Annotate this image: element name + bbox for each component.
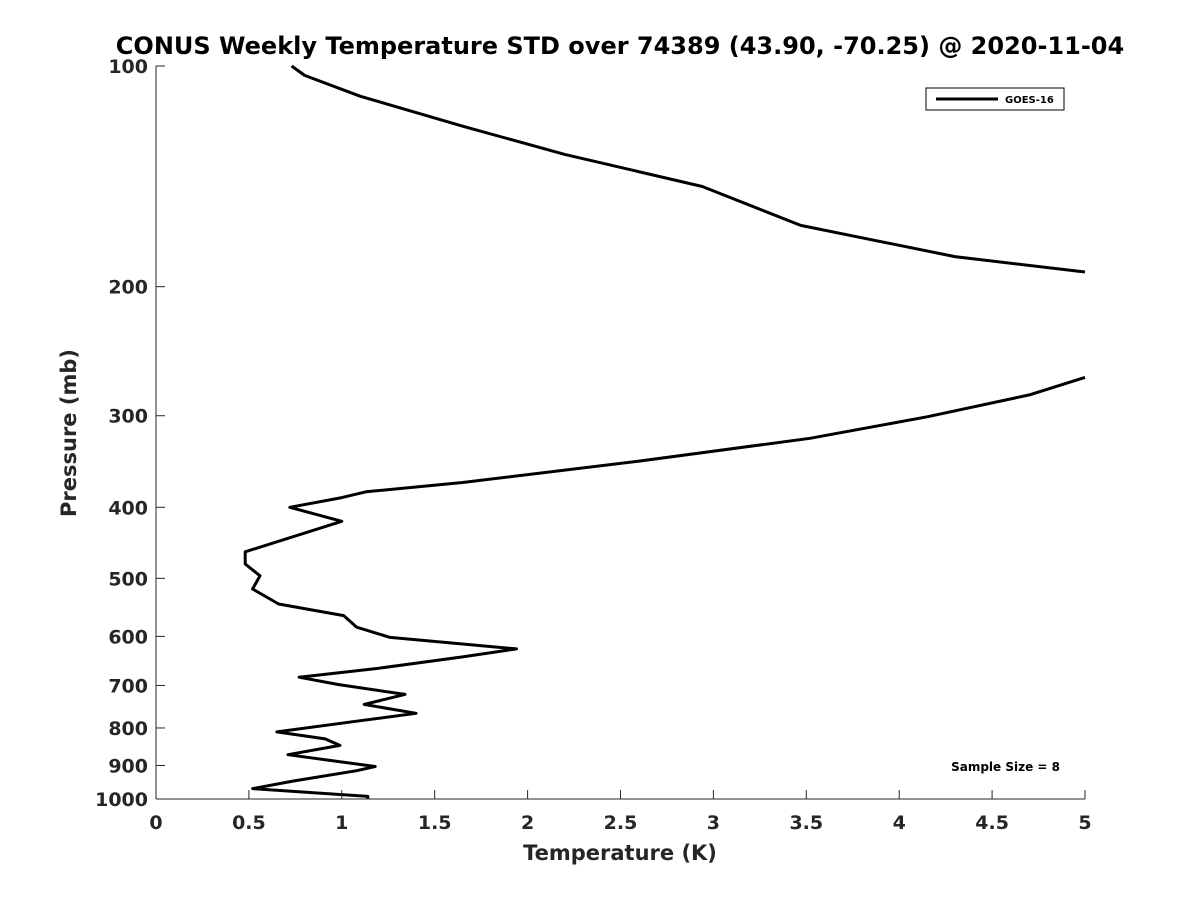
x-axis-label: Temperature (K) bbox=[523, 841, 717, 865]
x-axis: 0 0.5 1 1.5 2 2.5 3 3.5 4 4.5 5 bbox=[149, 790, 1092, 834]
series-line bbox=[243, 375, 1086, 799]
x-tick-label: 1 bbox=[335, 812, 348, 834]
y-axis: 100 200 300 400 500 600 700 800 900 1000 bbox=[95, 56, 165, 811]
y-tick-label: 300 bbox=[108, 406, 148, 428]
y-tick-label: 600 bbox=[108, 626, 148, 648]
plot-area bbox=[243, 64, 1086, 799]
y-axis-label: Pressure (mb) bbox=[57, 349, 81, 517]
y-tick-label: 400 bbox=[108, 497, 148, 519]
x-tick-label: 4.5 bbox=[975, 812, 1009, 834]
x-tick-label: 2.5 bbox=[604, 812, 638, 834]
legend-label: GOES-16 bbox=[1005, 95, 1054, 106]
x-tick-label: 3.5 bbox=[789, 812, 823, 834]
x-tick-label: 0 bbox=[149, 812, 162, 834]
x-tick-label: 3 bbox=[707, 812, 720, 834]
x-tick-label: 0.5 bbox=[232, 812, 266, 834]
x-tick-label: 4 bbox=[893, 812, 906, 834]
x-tick-label: 5 bbox=[1078, 812, 1091, 834]
y-tick-label: 700 bbox=[108, 675, 148, 697]
x-tick-label: 1.5 bbox=[418, 812, 452, 834]
y-tick-label: 100 bbox=[108, 56, 148, 78]
sample-size-annotation: Sample Size = 8 bbox=[951, 760, 1060, 774]
y-tick-label: 1000 bbox=[95, 789, 148, 811]
y-tick-label: 500 bbox=[108, 568, 148, 590]
y-tick-label: 800 bbox=[108, 718, 148, 740]
y-tick-label: 900 bbox=[108, 755, 148, 777]
y-tick-label: 200 bbox=[108, 277, 148, 299]
x-tick-label: 2 bbox=[521, 812, 534, 834]
series-line bbox=[290, 64, 1086, 274]
legend: GOES-16 bbox=[925, 87, 1065, 111]
chart-title: CONUS Weekly Temperature STD over 74389 … bbox=[116, 32, 1124, 60]
